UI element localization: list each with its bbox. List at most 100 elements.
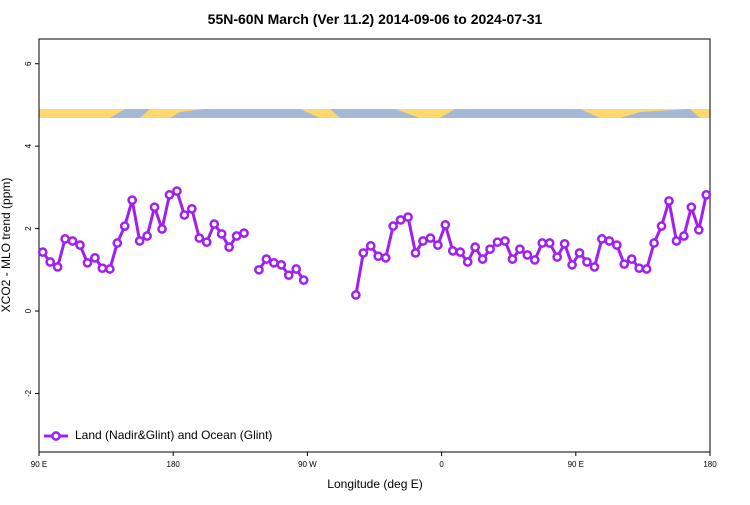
data-point <box>164 189 175 200</box>
chart-title: 55N-60N March (Ver 11.2) 2014-09-06 to 2… <box>208 11 543 27</box>
data-point <box>604 236 615 246</box>
data-point <box>388 221 398 231</box>
data-point <box>373 251 384 262</box>
data-point <box>567 260 577 270</box>
data-point <box>447 246 458 256</box>
data-point <box>641 264 652 274</box>
data-point <box>201 237 212 248</box>
data-point <box>358 248 369 258</box>
data-point <box>403 212 413 222</box>
x-tick-label: 0 <box>439 460 444 469</box>
data-point <box>142 231 152 241</box>
y-tick-label: 4 <box>24 143 33 148</box>
data-point <box>186 203 197 214</box>
data-point <box>679 231 689 241</box>
data-point <box>425 233 436 243</box>
data-point <box>157 224 167 234</box>
x-tick-label: 90 E <box>31 460 47 469</box>
data-point <box>701 189 712 200</box>
data-point <box>231 231 242 241</box>
data-point <box>37 247 48 257</box>
x-tick-label: 90 W <box>298 460 317 469</box>
data-point <box>664 196 674 206</box>
data-point <box>82 257 93 268</box>
data-point <box>462 257 473 267</box>
data-point <box>365 241 376 251</box>
data-point <box>112 238 123 248</box>
data-point <box>544 238 555 248</box>
data-point <box>60 234 70 244</box>
y-tick-label: -2 <box>24 389 33 397</box>
data-point <box>75 240 85 250</box>
data-point <box>239 228 249 238</box>
data-point <box>507 254 518 264</box>
data-point <box>619 259 630 269</box>
data-point <box>634 263 645 274</box>
data-point <box>552 252 563 262</box>
y-tick-label: 2 <box>24 226 33 231</box>
data-point <box>440 220 451 230</box>
data-point <box>90 253 100 263</box>
data-point <box>611 240 622 250</box>
data-point <box>693 224 704 235</box>
data-point <box>522 250 533 260</box>
data-point <box>380 253 391 263</box>
data-point <box>269 257 279 268</box>
data-point <box>529 255 540 265</box>
legend-label: Land (Nadir&Glint) and Ocean (Glint) <box>75 428 272 442</box>
data-point <box>45 257 56 267</box>
data-point <box>224 242 234 252</box>
data-point <box>216 229 227 239</box>
data-point <box>276 260 287 270</box>
data-point <box>149 202 160 213</box>
data-point <box>485 244 495 255</box>
data-point <box>649 238 659 248</box>
data-point <box>537 238 548 248</box>
data-point <box>291 264 302 274</box>
data-point <box>351 290 361 300</box>
data-point <box>559 239 570 249</box>
y-tick-label: 0 <box>24 308 33 313</box>
data-point <box>194 233 205 243</box>
data-point <box>500 236 510 246</box>
x-tick-label: 90 E <box>568 460 584 469</box>
data-point <box>209 219 220 229</box>
data-point <box>418 236 428 246</box>
data-point <box>97 263 108 274</box>
data-point <box>433 240 443 250</box>
x-tick-label: 180 <box>167 460 181 469</box>
data-point <box>455 247 466 257</box>
data-point <box>179 210 190 220</box>
data-point <box>261 254 272 264</box>
y-tick-label: 6 <box>24 61 33 66</box>
data-point <box>127 195 138 206</box>
data-point <box>656 221 667 231</box>
plot-frame <box>38 38 711 453</box>
data-point <box>298 275 309 285</box>
data-point <box>589 262 600 272</box>
data-point <box>597 234 607 244</box>
x-axis-label: Longitude (deg E) <box>327 477 422 491</box>
data-point <box>582 257 592 267</box>
data-point <box>477 254 488 264</box>
data-point <box>410 248 421 258</box>
map-strip <box>39 109 710 118</box>
data-point <box>515 244 525 255</box>
data-point <box>52 262 63 272</box>
data-point <box>283 270 294 281</box>
data-point <box>395 215 406 225</box>
data-point <box>134 236 145 246</box>
data-point <box>626 254 637 264</box>
y-axis-label: XCO2 - MLO trend (ppm) <box>0 178 13 313</box>
data-point <box>686 202 697 213</box>
data-point <box>470 242 480 252</box>
data-point <box>104 264 115 274</box>
data-point <box>172 186 182 196</box>
x-tick-label: 180 <box>703 460 717 469</box>
data-point <box>254 264 264 275</box>
data-point <box>574 248 585 258</box>
data-point <box>492 237 503 248</box>
data-point <box>67 236 78 246</box>
data-point <box>671 236 682 246</box>
